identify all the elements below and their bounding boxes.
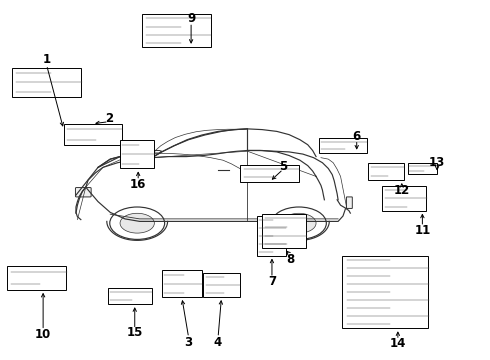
Bar xyxy=(257,216,286,256)
Text: 4: 4 xyxy=(214,336,222,349)
Text: 13: 13 xyxy=(429,156,445,169)
Text: 15: 15 xyxy=(126,327,143,339)
Bar xyxy=(318,138,367,153)
Text: 11: 11 xyxy=(414,224,431,237)
Bar xyxy=(262,214,306,248)
Bar xyxy=(408,163,437,174)
Bar xyxy=(142,14,211,47)
Text: 7: 7 xyxy=(268,275,276,288)
FancyBboxPatch shape xyxy=(346,197,352,208)
Text: 3: 3 xyxy=(185,336,193,349)
Ellipse shape xyxy=(282,213,316,233)
Ellipse shape xyxy=(271,207,326,239)
Ellipse shape xyxy=(120,213,154,233)
Text: 16: 16 xyxy=(130,178,147,191)
Bar xyxy=(12,68,81,97)
Text: 9: 9 xyxy=(187,12,195,25)
FancyBboxPatch shape xyxy=(75,188,91,197)
Bar xyxy=(120,140,154,168)
Text: 5: 5 xyxy=(279,160,287,173)
Bar xyxy=(7,266,66,290)
Bar xyxy=(368,163,404,180)
Bar xyxy=(64,124,122,145)
Ellipse shape xyxy=(110,207,165,239)
Text: 10: 10 xyxy=(35,328,51,341)
Text: 6: 6 xyxy=(353,130,361,143)
Bar xyxy=(342,256,428,328)
Bar xyxy=(240,165,299,182)
Bar xyxy=(108,288,152,304)
Text: 2: 2 xyxy=(105,112,113,125)
Text: 12: 12 xyxy=(393,184,410,197)
Text: 1: 1 xyxy=(43,53,50,66)
Bar xyxy=(203,273,240,297)
Bar xyxy=(162,270,202,297)
Text: 14: 14 xyxy=(390,337,406,350)
Text: 8: 8 xyxy=(286,253,294,266)
Bar xyxy=(382,186,426,211)
